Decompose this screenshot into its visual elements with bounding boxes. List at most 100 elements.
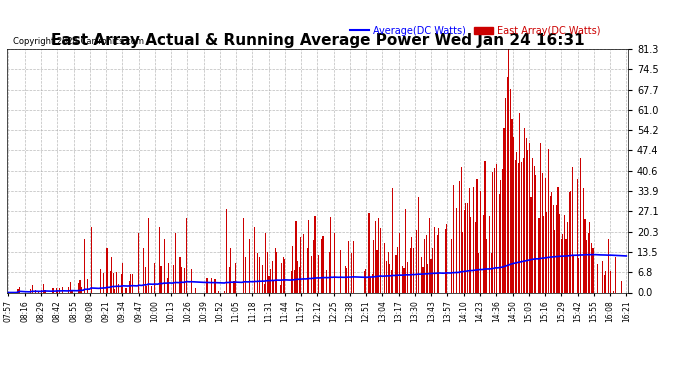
- Bar: [279, 285, 281, 292]
- Bar: [427, 264, 428, 292]
- Bar: [154, 262, 155, 292]
- Bar: [116, 272, 117, 292]
- Bar: [569, 192, 570, 292]
- Bar: [546, 212, 547, 292]
- Bar: [132, 273, 133, 292]
- Bar: [570, 191, 571, 292]
- Bar: [144, 267, 146, 292]
- Bar: [459, 181, 460, 292]
- Bar: [605, 271, 607, 292]
- Bar: [333, 233, 335, 292]
- Bar: [506, 76, 508, 292]
- Bar: [264, 284, 265, 292]
- Bar: [306, 249, 308, 292]
- Bar: [470, 217, 471, 292]
- Bar: [406, 261, 408, 292]
- Bar: [244, 257, 246, 292]
- Bar: [549, 196, 551, 292]
- Bar: [613, 291, 614, 292]
- Bar: [57, 290, 58, 292]
- Bar: [143, 248, 144, 292]
- Bar: [190, 268, 192, 292]
- Bar: [417, 196, 419, 292]
- Bar: [68, 286, 70, 292]
- Bar: [402, 266, 403, 292]
- Bar: [578, 258, 579, 292]
- Bar: [421, 256, 422, 292]
- Bar: [41, 290, 42, 292]
- Bar: [527, 150, 529, 292]
- Bar: [173, 265, 174, 292]
- Bar: [522, 158, 524, 292]
- Bar: [465, 202, 466, 292]
- Bar: [518, 163, 519, 292]
- Bar: [446, 224, 447, 292]
- Bar: [106, 248, 108, 292]
- Bar: [542, 173, 543, 292]
- Bar: [290, 271, 292, 292]
- Bar: [370, 277, 371, 292]
- Bar: [602, 261, 603, 292]
- Bar: [59, 288, 60, 292]
- Bar: [516, 152, 518, 292]
- Bar: [38, 291, 39, 292]
- Bar: [451, 239, 452, 292]
- Bar: [543, 216, 544, 292]
- Bar: [206, 278, 208, 292]
- Bar: [535, 175, 536, 292]
- Bar: [228, 267, 230, 292]
- Bar: [489, 216, 491, 292]
- Bar: [235, 262, 236, 292]
- Bar: [313, 240, 314, 292]
- Bar: [589, 222, 591, 292]
- Bar: [70, 282, 71, 292]
- Bar: [217, 291, 219, 292]
- Bar: [375, 221, 376, 292]
- Bar: [268, 276, 270, 292]
- Bar: [270, 268, 271, 292]
- Bar: [491, 254, 492, 292]
- Bar: [368, 213, 370, 292]
- Bar: [511, 118, 513, 292]
- Bar: [480, 190, 481, 292]
- Bar: [84, 238, 86, 292]
- Bar: [259, 256, 260, 292]
- Bar: [437, 235, 438, 292]
- Bar: [486, 239, 487, 292]
- Bar: [559, 214, 560, 292]
- Bar: [151, 286, 152, 292]
- Bar: [538, 218, 540, 292]
- Bar: [32, 285, 33, 292]
- Bar: [558, 188, 559, 292]
- Bar: [272, 261, 273, 292]
- Bar: [211, 279, 213, 292]
- Bar: [148, 217, 149, 292]
- Bar: [591, 243, 592, 292]
- Bar: [532, 158, 533, 292]
- Bar: [583, 188, 584, 292]
- Bar: [340, 250, 341, 292]
- Bar: [130, 274, 131, 292]
- Bar: [283, 257, 284, 292]
- Bar: [416, 230, 417, 292]
- Bar: [364, 271, 365, 292]
- Bar: [297, 261, 298, 292]
- Bar: [561, 240, 562, 292]
- Bar: [348, 241, 349, 292]
- Bar: [344, 266, 346, 292]
- Bar: [230, 248, 231, 292]
- Bar: [405, 209, 406, 292]
- Bar: [424, 238, 425, 292]
- Bar: [17, 289, 19, 292]
- Bar: [262, 265, 263, 292]
- Bar: [567, 222, 568, 292]
- Bar: [502, 169, 503, 292]
- Bar: [111, 256, 112, 292]
- Bar: [580, 158, 581, 292]
- Bar: [484, 160, 486, 292]
- Bar: [146, 286, 147, 292]
- Bar: [588, 232, 589, 292]
- Bar: [564, 214, 565, 292]
- Bar: [322, 236, 324, 292]
- Bar: [294, 270, 295, 292]
